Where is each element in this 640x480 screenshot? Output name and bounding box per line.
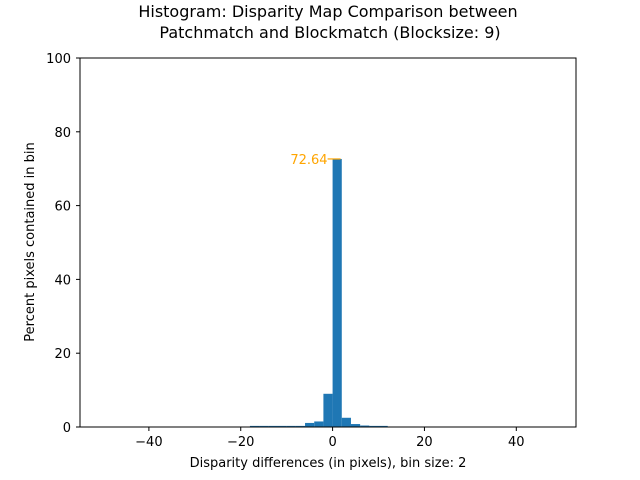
histogram-bar [378, 425, 388, 427]
x-tick-label: 20 [416, 435, 433, 450]
y-tick-label: 60 [54, 200, 71, 215]
x-tick-label: 40 [508, 435, 525, 450]
histogram-bar [268, 425, 278, 427]
x-axis-ticks: −40 −20 0 20 40 [135, 427, 525, 450]
annotation-label: 72.64 [290, 153, 327, 168]
x-tick-label: −40 [135, 435, 162, 450]
histogram-bar [360, 425, 370, 427]
peak-annotation: 72.64 [290, 153, 341, 168]
histogram-bar [332, 158, 342, 427]
histogram-bar [295, 425, 306, 427]
x-tick-label: 0 [328, 435, 336, 450]
y-axis-label: Percent pixels contained in bin [23, 142, 38, 341]
histogram-bar [249, 425, 260, 427]
y-tick-label: 100 [46, 52, 71, 67]
histogram-bar [286, 425, 296, 427]
histogram-bar [341, 417, 351, 427]
chart-title-line2: Patchmatch and Blockmatch (Blocksize: 9) [159, 23, 500, 42]
y-tick-label: 80 [54, 126, 71, 141]
histogram-bar [314, 421, 324, 427]
y-tick-label: 40 [54, 273, 71, 288]
histogram-bars [249, 158, 388, 427]
y-tick-label: 20 [54, 347, 71, 362]
histogram-bar [350, 424, 361, 427]
histogram-bar [277, 425, 287, 427]
histogram-bar [323, 393, 333, 427]
x-axis-label: Disparity differences (in pixels), bin s… [190, 456, 467, 471]
histogram-bar [369, 425, 379, 427]
chart-title-line1: Histogram: Disparity Map Comparison betw… [138, 2, 517, 21]
histogram-bar [305, 422, 315, 427]
y-tick-label: 0 [63, 421, 71, 436]
x-tick-label: −20 [227, 435, 254, 450]
y-axis-ticks: 0 20 40 60 80 100 [46, 52, 80, 436]
histogram-bar [259, 425, 269, 427]
plot-frame [79, 57, 577, 428]
